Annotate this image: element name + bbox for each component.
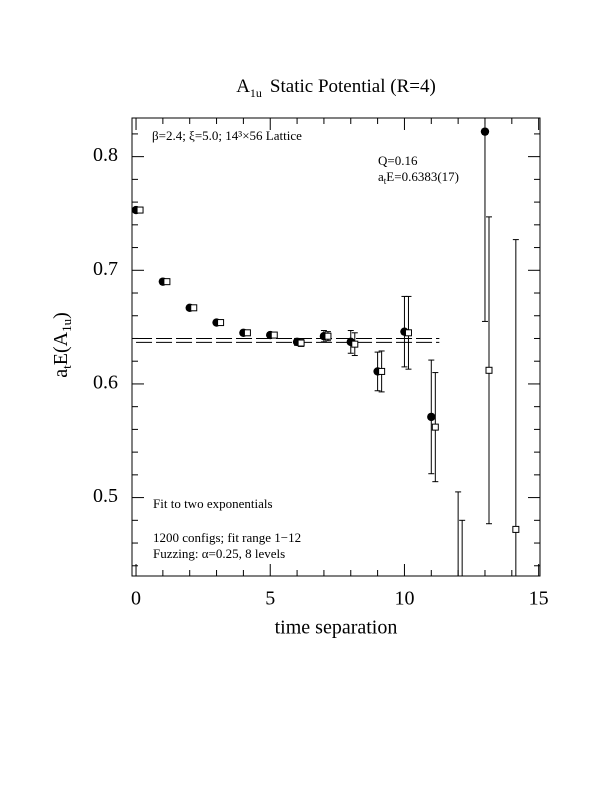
point — [404, 329, 412, 337]
annotation: Fuzzing: α=0.25, 8 levels — [153, 546, 285, 561]
y-label-sub: 1u — [59, 318, 74, 332]
annotation: atE=0.6383(17) — [378, 169, 459, 186]
title-part: A — [236, 76, 250, 97]
x-tick-label: 5 — [265, 588, 275, 610]
annotation-part: a — [378, 169, 384, 184]
point — [163, 278, 171, 286]
y-label-part: a — [50, 369, 72, 378]
point — [427, 412, 436, 422]
point — [351, 340, 359, 348]
point — [324, 332, 332, 340]
annotation: Q=0.16 — [378, 153, 418, 168]
point — [378, 367, 386, 375]
point — [480, 127, 490, 136]
plot-frame — [131, 117, 541, 577]
x-tick-label: 15 — [529, 588, 549, 610]
point — [512, 525, 520, 533]
annotation: Fit to two exponentials — [153, 496, 273, 511]
point — [217, 319, 225, 327]
point — [485, 366, 493, 374]
chart-title: A1u Static Potential (R=4) — [236, 76, 436, 99]
y-label-part: ) — [50, 312, 72, 319]
y-axis-label: atE(A1u) — [50, 312, 74, 378]
y-tick-label: 0.6 — [93, 372, 118, 394]
title-sub: 1u — [250, 86, 262, 100]
point — [297, 339, 305, 347]
y-label-part: E(A — [50, 331, 72, 365]
y-tick-label: 0.7 — [93, 258, 118, 280]
y-label-sub: t — [59, 365, 74, 369]
y-tick-label: 0.8 — [93, 144, 118, 166]
point — [190, 304, 198, 312]
y-tick-label: 0.5 — [93, 485, 118, 507]
title-part: Static Potential (R=4) — [270, 76, 436, 97]
point — [136, 206, 144, 214]
point — [270, 331, 278, 339]
annotation-sub: t — [384, 176, 387, 186]
annotation: β=2.4; ξ=5.0; 14³×56 Lattice — [152, 128, 302, 143]
point — [243, 329, 251, 337]
annotation: 1200 configs; fit range 1−12 — [153, 530, 301, 545]
x-axis-label: time separation — [275, 617, 398, 639]
plot-area — [132, 118, 520, 576]
x-tick-label: 0 — [131, 588, 141, 610]
annotation-part: E=0.6383(17) — [386, 169, 459, 184]
x-tick-label: 10 — [394, 588, 414, 610]
point — [431, 423, 439, 431]
